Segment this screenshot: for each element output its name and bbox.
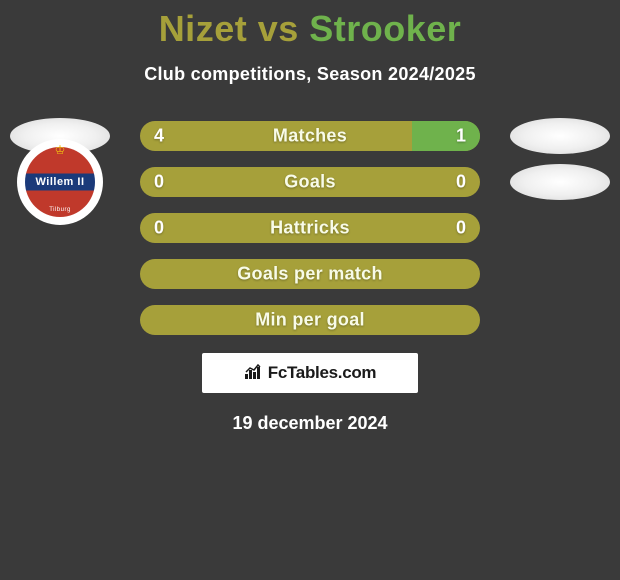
stat-row: Min per goal [0, 297, 620, 343]
title-vs: vs [247, 8, 309, 49]
left-badge-slot [10, 297, 110, 343]
stat-value-left: 4 [154, 126, 164, 147]
stat-row: 4 1 Matches [0, 113, 620, 159]
bar-fill-right [412, 121, 480, 151]
crest-main-text: Willem II [35, 176, 84, 188]
stat-bar: Goals per match [140, 259, 480, 289]
stat-row: 0 0 Hattricks [0, 205, 620, 251]
stat-row: ♔Willem IITilburg 0 0 Goals [0, 159, 620, 205]
right-badge-slot [510, 113, 610, 159]
stat-row: Goals per match [0, 251, 620, 297]
player-avatar-placeholder [510, 118, 610, 154]
right-badge-slot [510, 251, 610, 297]
left-badge-slot: ♔Willem IITilburg [10, 159, 110, 205]
stat-label: Min per goal [255, 310, 365, 331]
stat-bar: 0 0 Hattricks [140, 213, 480, 243]
stat-bar: Min per goal [140, 305, 480, 335]
subtitle: Club competitions, Season 2024/2025 [0, 64, 620, 85]
page-title: Nizet vs Strooker [0, 0, 620, 50]
timestamp: 19 december 2024 [0, 413, 620, 434]
right-badge-slot [510, 159, 610, 205]
title-right: Strooker [309, 8, 461, 49]
stat-value-right: 0 [456, 172, 466, 193]
left-badge-slot [10, 251, 110, 297]
attribution-box: FcTables.com [202, 353, 418, 393]
attribution-text: FcTables.com [268, 363, 377, 383]
stat-value-right: 0 [456, 218, 466, 239]
stat-bar: 4 1 Matches [140, 121, 480, 151]
right-badge-slot [510, 297, 610, 343]
right-badge-slot [510, 205, 610, 251]
stat-value-right: 1 [456, 126, 466, 147]
stats-container: 4 1 Matches ♔Willem IITilburg 0 0 Goals 0 0 Hattr… [0, 113, 620, 343]
stat-label: Hattricks [270, 218, 350, 239]
crown-icon: ♔ [55, 143, 66, 157]
stat-value-left: 0 [154, 172, 164, 193]
stat-bar: 0 0 Goals [140, 167, 480, 197]
stat-value-left: 0 [154, 218, 164, 239]
left-badge-slot [10, 205, 110, 251]
stat-label: Matches [273, 126, 347, 147]
player-avatar-placeholder [510, 164, 610, 200]
chart-icon [244, 362, 264, 385]
stat-label: Goals per match [237, 264, 383, 285]
title-left: Nizet [159, 8, 248, 49]
stat-label: Goals [284, 172, 336, 193]
